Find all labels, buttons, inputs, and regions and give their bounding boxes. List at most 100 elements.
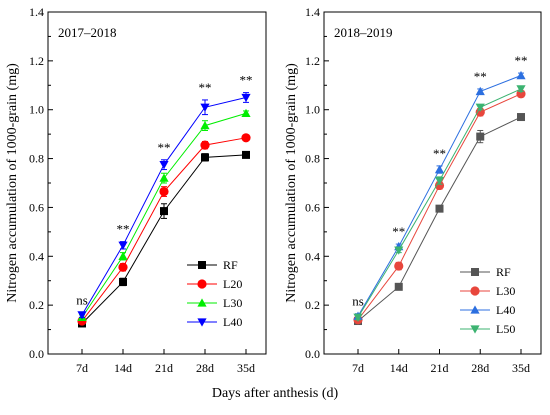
y-tick-label: 0.8 — [305, 152, 320, 166]
significance-label: ns — [352, 294, 364, 309]
data-point — [475, 86, 485, 96]
y-axis-title: Nitrogen accumulation of 1000-grain (mg) — [5, 63, 20, 303]
data-point — [394, 282, 403, 291]
legend-marker — [197, 279, 207, 289]
series-l40 — [77, 92, 251, 320]
significance-label: ** — [474, 69, 487, 84]
data-point — [434, 164, 445, 174]
significance-label: ns — [76, 292, 88, 307]
legend-marker — [470, 325, 480, 334]
legend: RF L20 L30 L40 — [187, 258, 242, 329]
legend-label: L40 — [496, 303, 515, 317]
data-point — [394, 246, 404, 255]
legend-label: L30 — [223, 296, 242, 310]
data-point — [475, 103, 485, 112]
y-tick-label: 0.4 — [29, 249, 44, 263]
significance-label: ** — [433, 146, 446, 161]
legend-marker — [470, 286, 480, 296]
y-tick-label: 1.0 — [305, 103, 320, 117]
data-point — [353, 313, 363, 322]
data-point — [118, 262, 128, 272]
series-l50 — [353, 85, 526, 322]
significance-label: ** — [240, 73, 253, 88]
x-axis-title: Days after anthesis (d) — [212, 386, 339, 401]
data-point — [159, 160, 169, 170]
y-tick-label: 0.6 — [29, 200, 44, 214]
data-point — [119, 277, 127, 286]
x-tick-label: 28d — [196, 361, 214, 375]
x-tick-label: 28d — [471, 361, 489, 375]
x-tick-label: 35d — [237, 361, 255, 375]
legend: RF L30 L40 L50 — [460, 265, 515, 336]
y-tick-label: 0.8 — [29, 152, 44, 166]
legend-label: L50 — [496, 322, 515, 336]
legend-label: RF — [223, 258, 238, 272]
data-point — [118, 251, 128, 260]
chart-panel-right: 0.0 0.2 0.4 0.6 0.8 1.0 1.2 1.4 7d 14d 21d 28d 35d Ni… — [284, 5, 542, 375]
legend-marker — [470, 305, 480, 314]
data-point — [435, 204, 444, 213]
legend-marker — [198, 261, 206, 269]
data-point — [242, 150, 250, 159]
y-tick-label: 1.0 — [29, 103, 44, 117]
y-tick-label: 0.0 — [305, 347, 320, 361]
y-tick-label: 0.2 — [305, 298, 320, 312]
data-point — [200, 103, 210, 112]
x-tick-label: 7d — [352, 361, 364, 375]
x-tick-label: 14d — [114, 361, 132, 375]
data-point — [476, 132, 485, 141]
data-point — [77, 311, 87, 320]
legend-label: L20 — [223, 277, 242, 291]
data-point — [516, 85, 526, 94]
x-tick-label: 35d — [512, 361, 530, 375]
data-point — [201, 153, 209, 162]
chart-panel-left: 0.0 0.2 0.4 0.6 0.8 1.0 1.2 1.4 7d 14d 21d 28d 35d Ni… — [5, 5, 267, 375]
legend-marker — [197, 298, 207, 307]
legend-marker — [197, 318, 207, 327]
data-point — [118, 241, 128, 250]
y-axis-title: Nitrogen accumulation of 1000-grain (mg) — [284, 63, 299, 303]
data-point — [516, 70, 526, 80]
significance-label: ** — [515, 53, 528, 68]
data-point — [200, 120, 210, 130]
y-tick-label: 0.6 — [305, 200, 320, 214]
series-rf — [354, 113, 525, 326]
data-point — [434, 176, 445, 186]
legend-marker — [471, 268, 479, 276]
significance-label: ** — [392, 224, 405, 239]
data-point — [241, 108, 251, 118]
series-l20 — [77, 133, 251, 326]
data-point — [241, 93, 251, 103]
x-tick-label: 21d — [155, 361, 173, 375]
panel-title: 2018–2019 — [334, 25, 393, 40]
data-point — [517, 113, 525, 122]
series-l30 — [77, 108, 251, 322]
y-tick-label: 1.4 — [29, 5, 44, 19]
y-tick-label: 0.0 — [29, 347, 44, 361]
legend-label: L40 — [223, 315, 242, 329]
x-tick-label: 7d — [76, 361, 88, 375]
data-point — [160, 207, 168, 216]
y-tick-label: 0.4 — [305, 249, 320, 263]
significance-label: ** — [117, 222, 130, 237]
data-point — [434, 180, 445, 191]
significance-label: ** — [199, 80, 212, 95]
y-tick-label: 0.2 — [29, 298, 44, 312]
legend-label: RF — [496, 265, 511, 279]
y-tick-label: 1.2 — [29, 54, 44, 68]
data-point — [159, 173, 169, 182]
legend-label: L30 — [496, 284, 515, 298]
y-tick-label: 1.4 — [305, 5, 320, 19]
significance-label: ** — [158, 140, 171, 155]
data-point — [159, 186, 169, 197]
series-line — [357, 75, 522, 317]
data-point — [241, 133, 251, 143]
y-tick-label: 1.2 — [305, 54, 320, 68]
data-point — [394, 261, 404, 271]
x-tick-label: 21d — [431, 361, 449, 375]
x-tick-label: 14d — [390, 361, 408, 375]
panel-title: 2017–2018 — [58, 25, 117, 40]
data-point — [200, 140, 210, 150]
